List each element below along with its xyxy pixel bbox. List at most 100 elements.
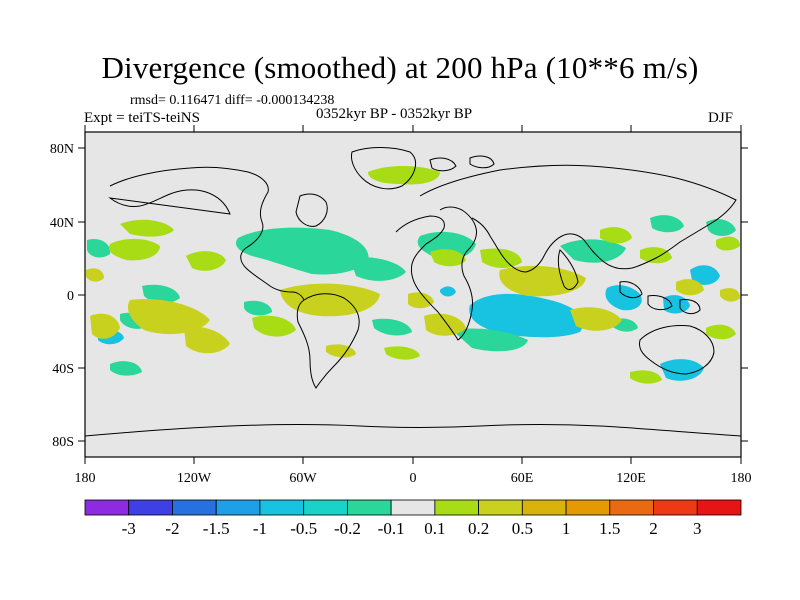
field-patch [690,265,720,285]
field-patch [424,313,466,336]
lat-label: 40N [50,216,74,231]
period-label: 0352kyr BP - 0352kyr BP [316,106,473,122]
field-patch [499,265,586,297]
field-patch [630,370,662,384]
field-patch [110,361,142,376]
coastlines [85,147,741,437]
colorbar-swatch [172,499,217,516]
colorbar-swatch [128,499,173,516]
field-patch [716,236,740,251]
colorbar-swatch [346,499,392,516]
colorbar-label: 1.5 [599,519,620,538]
experiment-label: Expt = teiTS-teiNS [84,110,200,126]
colorbar-label: -2 [165,519,179,538]
colorbar-swatch [259,499,305,516]
field-patch [142,284,180,304]
europe-africa-coast [395,206,477,341]
colorbar-label: 0.1 [424,519,445,538]
field-patch [600,227,632,244]
colorbar-label: 3 [693,519,702,538]
colorbar-labels: -3 -2 -1.5 -1 -0.5 -0.2 -0.1 0.1 0.2 0.5 1 1.5 2 3 [122,519,702,538]
lon-label: 120E [616,471,646,486]
greenland-coast [351,147,417,190]
stats-line: rmsd= 0.116471 diff= -0.000134238 [130,93,335,108]
australia-coast [639,325,715,375]
longitude-labels: 180 120W 60W 0 60E 120E 180 [75,471,752,486]
field-patch [368,166,440,185]
field-patch [108,238,160,261]
colorbar-label: -0.2 [334,519,361,538]
latitude-labels: 80N 40N 0 40S 80S [50,142,74,450]
colorbar-swatch [653,499,698,516]
colorbar-label: -0.1 [378,519,405,538]
field-patch [570,307,622,331]
field-patch [706,219,736,236]
colorbar-label: 0.5 [512,519,533,538]
se-asia-islands [619,281,701,315]
lon-label: 60W [289,471,317,486]
colorbar-label: 0.2 [468,519,489,538]
colorbar-swatch [390,499,436,516]
colorbar-label: 2 [649,519,658,538]
north-america-coast [108,166,328,301]
field-patch [90,313,120,339]
india-coast [557,249,579,290]
colorbar-label: -1.5 [203,519,230,538]
lon-label: 180 [75,471,96,486]
colorbar-label: 1 [562,519,571,538]
field-patch [469,293,584,338]
field-patch [120,219,174,237]
lat-label: 40S [52,362,74,377]
chart-title: Divergence (smoothed) at 200 hPa (10**6 … [101,50,699,85]
field-patch [452,328,528,352]
divergence-field [86,166,740,384]
lon-label: 0 [410,471,417,486]
lon-label: 60E [511,471,534,486]
field-patch [430,249,466,267]
lat-label: 80S [52,435,74,450]
colorbar-label: -1 [253,519,267,538]
colorbar-swatch [84,499,130,516]
colorbar [84,499,742,516]
field-patch [127,298,210,335]
field-patch [676,279,704,296]
field-patch [384,346,420,360]
field-patch [408,292,434,309]
field-patch [640,247,672,264]
field-patch [480,248,522,268]
field-patch [440,286,456,297]
arctic-islands [429,155,495,172]
colorbar-swatch [478,499,523,516]
south-america-coast [296,293,360,389]
field-patch [86,268,104,282]
positive-mid-cells [86,265,740,358]
colorbar-swatch [609,499,654,516]
field-patch [605,285,642,311]
colorbar-swatch [215,499,261,516]
colorbar-swatch [434,499,480,516]
positive-cells [108,166,740,384]
field-patch [650,215,684,233]
eurasia-coast [419,164,737,273]
field-patch [235,227,369,275]
field-patch [184,326,230,354]
field-patch [252,315,296,337]
colorbar-label: -0.5 [290,519,317,538]
field-patch [350,256,406,281]
season-label: DJF [708,110,734,126]
colorbar-swatch [521,499,567,516]
field-patch [87,238,111,258]
colorbar-swatch [303,499,348,516]
lon-label: 180 [731,471,752,486]
axis-ticks [78,125,748,464]
lat-label: 80N [50,142,74,157]
field-patch [372,318,412,336]
field-patch [720,288,740,302]
colorbar-label: -3 [122,519,136,538]
lon-label: 120W [177,471,212,486]
field-patch [660,359,704,381]
field-patch [244,300,272,316]
field-patch [706,324,736,340]
colorbar-swatch [696,499,742,516]
